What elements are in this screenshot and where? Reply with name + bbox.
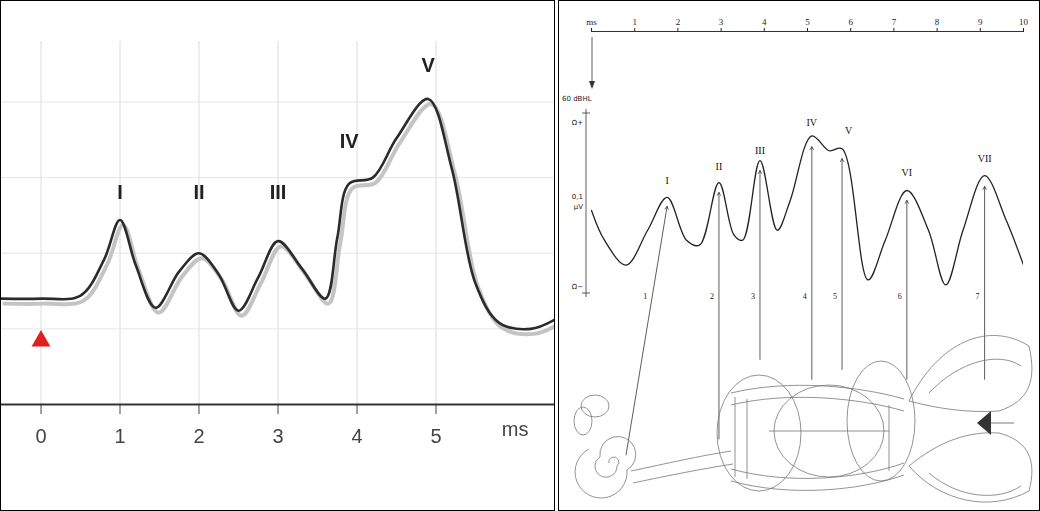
svg-text:I: I — [665, 175, 668, 186]
svg-text:Ω−: Ω− — [572, 283, 583, 291]
svg-text:1: 1 — [114, 425, 125, 447]
svg-text:1: 1 — [632, 17, 637, 27]
svg-text:VII: VII — [978, 153, 992, 164]
svg-text:3: 3 — [719, 17, 724, 27]
svg-text:III: III — [755, 145, 765, 156]
svg-text:3: 3 — [272, 425, 283, 447]
svg-text:VI: VI — [902, 167, 913, 178]
svg-text:2: 2 — [676, 17, 681, 27]
svg-text:Ω+: Ω+ — [572, 119, 583, 127]
svg-text:10: 10 — [1019, 17, 1029, 27]
svg-text:0,1: 0,1 — [572, 193, 583, 201]
svg-text:ms: ms — [502, 418, 529, 440]
svg-text:7: 7 — [976, 292, 980, 301]
svg-text:60 dBHL: 60 dBHL — [562, 95, 592, 103]
svg-text:II: II — [193, 181, 204, 203]
svg-text:IV: IV — [807, 117, 818, 128]
svg-text:µV: µV — [574, 203, 583, 211]
svg-text:2: 2 — [710, 292, 714, 301]
svg-text:V: V — [845, 125, 853, 136]
svg-text:0: 0 — [35, 425, 46, 447]
svg-text:I: I — [117, 181, 123, 203]
svg-text:ms: ms — [586, 17, 597, 27]
svg-text:7: 7 — [892, 17, 897, 27]
svg-text:3: 3 — [751, 292, 755, 301]
svg-text:4: 4 — [762, 17, 767, 27]
svg-text:4: 4 — [803, 292, 807, 301]
svg-text:6: 6 — [898, 292, 902, 301]
svg-text:II: II — [716, 161, 723, 172]
svg-text:5: 5 — [833, 292, 837, 301]
svg-text:1: 1 — [643, 292, 647, 301]
svg-text:8: 8 — [935, 17, 940, 27]
svg-text:9: 9 — [978, 17, 983, 27]
svg-text:IV: IV — [340, 130, 360, 152]
svg-text:III: III — [270, 181, 287, 203]
svg-text:2: 2 — [193, 425, 204, 447]
svg-text:5: 5 — [430, 425, 441, 447]
svg-text:6: 6 — [848, 17, 853, 27]
svg-text:5: 5 — [805, 17, 810, 27]
svg-text:V: V — [421, 54, 435, 76]
svg-text:4: 4 — [351, 425, 362, 447]
